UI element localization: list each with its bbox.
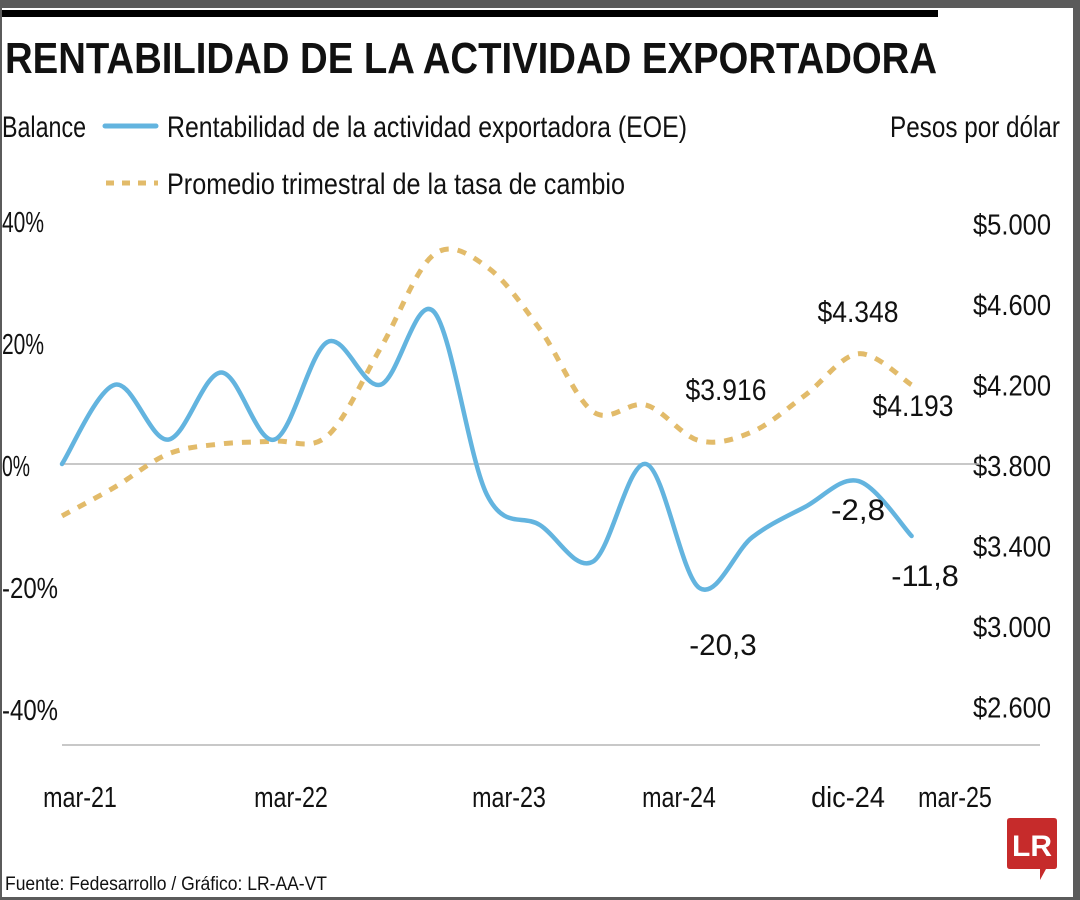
lr-logo: LR <box>1007 818 1057 880</box>
data-label: $3.916 <box>686 374 767 407</box>
source-note: Fuente: Fedesarrollo / Gráfico: LR-AA-VT <box>5 874 327 895</box>
x-tick-label: mar-25 <box>918 782 992 814</box>
x-tick-label: mar-23 <box>472 782 546 814</box>
title-bar <box>2 10 938 17</box>
right-tick-label: $4.600 <box>973 290 1051 322</box>
series-line-eoe <box>59 306 914 592</box>
legend-label-eoe: Rentabilidad de la actividad exportadora… <box>167 111 687 144</box>
left-tick-label: 20% <box>2 329 44 361</box>
series-layer <box>59 246 914 592</box>
chart-background <box>2 8 1073 897</box>
x-tick-label: mar-22 <box>254 782 328 814</box>
x-tick-label: mar-21 <box>43 782 117 814</box>
data-label: $4.193 <box>873 390 954 423</box>
right-tick-label: $4.200 <box>973 371 1051 403</box>
left-tick-label: -20% <box>2 573 58 605</box>
data-label: $4.348 <box>818 296 899 329</box>
x-tick-label: mar-24 <box>642 782 716 814</box>
series-line-exchange-rate <box>60 246 914 519</box>
legend-label-exchange-rate: Promedio trimestral de la tasa de cambio <box>167 168 625 201</box>
right-tick-label: $3.800 <box>973 451 1051 483</box>
x-tick-label: dic-24 <box>811 782 885 814</box>
right-axis-title: Pesos por dólar <box>890 111 1060 144</box>
lr-logo-text: LR <box>1012 830 1052 863</box>
chart-title: RENTABILIDAD DE LA ACTIVIDAD EXPORTADORA <box>5 34 937 83</box>
right-tick-label: $5.000 <box>973 210 1051 242</box>
right-tick-label: $2.600 <box>973 693 1051 725</box>
right-axis: $5.000 $4.600 $4.200 $3.800 $3.400 $3.000 $2.6… <box>973 210 1051 725</box>
left-tick-label: -40% <box>2 695 58 727</box>
left-tick-label: 40% <box>2 207 44 239</box>
right-tick-label: $3.000 <box>973 612 1051 644</box>
data-label: -11,8 <box>891 560 959 593</box>
left-axis-title: Balance <box>2 111 86 144</box>
right-tick-label: $3.400 <box>973 532 1051 564</box>
left-axis: 40% 20% 0% -20% -40% <box>2 207 58 727</box>
annotations: $4.348 $3.916 $4.193 -2,8-11,8 -20,3 <box>686 296 959 662</box>
left-tick-label: 0% <box>2 451 30 483</box>
data-label: -2,8 <box>831 494 885 527</box>
data-label: -20,3 <box>689 629 757 662</box>
x-axis: mar-21 mar-22 mar-23 mar-24 dic-24 mar-25 <box>43 782 992 814</box>
